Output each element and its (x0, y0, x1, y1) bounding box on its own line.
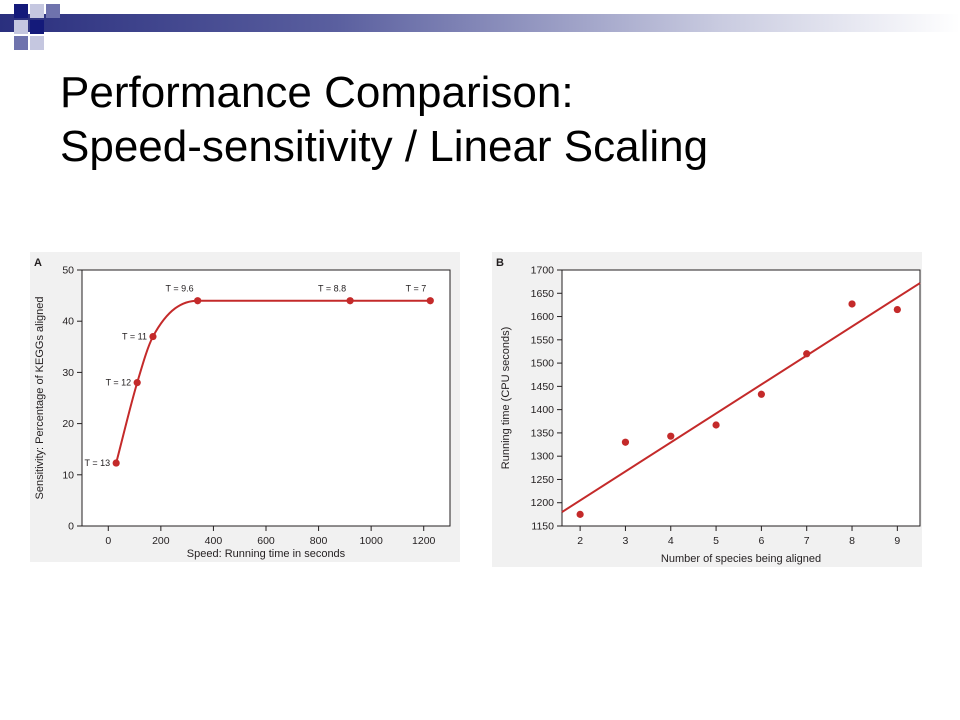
chart-b-x-tick-label: 6 (758, 535, 764, 547)
chart-a-y-tick-label: 10 (62, 469, 74, 481)
chart-b-point (848, 300, 856, 308)
chart-b-trend-line (561, 282, 921, 513)
slide-title: Performance Comparison: Speed-sensitivit… (60, 66, 920, 174)
chart-b-point (803, 350, 811, 358)
chart-b-y-tick-label: 1650 (531, 288, 555, 300)
chart-a-y-tick-label: 40 (62, 316, 74, 328)
chart-b-y-tick-label: 1500 (531, 358, 555, 370)
decor-square-5 (30, 20, 44, 34)
chart-b-y-tick-label: 1200 (531, 497, 555, 509)
chart-b-x-tick-label: 7 (804, 535, 810, 547)
chart-b-y-tick-label: 1550 (531, 334, 555, 346)
chart-b-point (712, 421, 720, 429)
chart-b-point (621, 438, 630, 446)
chart-a-point (346, 297, 354, 305)
slide-title-line-2: Speed-sensitivity / Linear Scaling (60, 122, 709, 171)
chart-a-points (112, 297, 434, 467)
chart-a-x-tick-label: 400 (205, 535, 223, 547)
chart-a-x-axis-title: Speed: Running time in seconds (187, 548, 346, 560)
chart-b-y-tick-label: 1150 (531, 521, 554, 533)
chart-b-point (893, 305, 901, 314)
decor-square-1 (14, 4, 28, 18)
chart-b-y-axis: 1150 1200 1250 1300 1350 1400 1450 1500 1550 1600… (531, 265, 562, 533)
chart-a-panel-letter: A (34, 257, 42, 269)
chart-a-annotation-label: T = 8.8 (318, 284, 346, 294)
chart-b-y-tick-label: 1600 (531, 311, 555, 323)
chart-a-point (133, 379, 141, 387)
chart-b-points (576, 300, 901, 518)
chart-b-y-tick-label: 1400 (531, 404, 555, 416)
decor-square-2 (30, 4, 44, 18)
chart-a-y-tick-label: 30 (62, 367, 74, 379)
chart-b-x-axis: 2 3 4 5 6 7 8 9 (577, 526, 900, 547)
chart-b-x-axis-title: Number of species being aligned (661, 553, 821, 565)
chart-a-annotation-label: T = 9.6 (166, 284, 194, 294)
chart-a-point (426, 297, 434, 305)
chart-a-plot-area (81, 269, 451, 527)
chart-b-point (576, 510, 584, 518)
chart-a-y-tick-label: 50 (62, 265, 74, 277)
chart-a-x-tick-label: 0 (105, 535, 111, 547)
chart-b-y-tick-label: 1350 (531, 427, 555, 439)
chart-b-x-tick-label: 2 (577, 535, 583, 547)
chart-a-x-tick-label: 200 (152, 535, 170, 547)
chart-b-y-axis-title: Running time (CPU seconds) (500, 327, 512, 469)
title-decoration-bar (0, 14, 960, 32)
chart-a-annotation-label: T = 7 (406, 284, 427, 294)
chart-b-x-tick-label: 8 (849, 535, 855, 547)
chart-b-runtime-vs-species: B 1150 1200 1250 1300 1350 1400 1450 1500 1550 16… (492, 252, 922, 567)
chart-a-point (112, 459, 120, 467)
chart-a-point (149, 332, 157, 341)
decor-square-4 (14, 20, 28, 34)
chart-a-x-tick-label: 1200 (412, 535, 436, 547)
chart-a-y-axis: 0 10 20 30 40 50 (62, 265, 82, 533)
chart-a-annotation-label: T = 12 (106, 378, 132, 388)
chart-a-x-axis: 0 200 400 600 800 1000 1200 (105, 526, 436, 547)
chart-b-y-tick-label: 1250 (531, 474, 555, 486)
slide-title-line-1: Performance Comparison: (60, 68, 574, 117)
chart-b-y-tick-label: 1450 (531, 381, 555, 393)
chart-b-x-tick-label: 4 (668, 535, 674, 547)
chart-b-point (757, 390, 765, 398)
decor-square-6 (14, 36, 28, 50)
chart-a-y-axis-title: Sensitivity: Percentage of KEGGs aligned (34, 297, 46, 500)
chart-a-y-tick-label: 0 (68, 521, 74, 533)
chart-b-y-tick-label: 1700 (531, 265, 555, 277)
chart-b-x-tick-label: 9 (894, 535, 900, 547)
decor-square-7 (30, 36, 44, 50)
chart-a-sensitivity-vs-speed: A 0 10 20 30 40 50 0 200 400 600 800 1000 1200 T = … (30, 252, 460, 562)
chart-a-x-tick-label: 600 (257, 535, 275, 547)
chart-b-point (667, 432, 675, 440)
chart-a-x-tick-label: 800 (310, 535, 328, 547)
chart-a-point (194, 297, 202, 305)
chart-b-panel-letter: B (496, 257, 504, 269)
chart-a-x-tick-label: 1000 (359, 535, 383, 547)
decor-square-3 (46, 4, 60, 18)
chart-b-x-tick-label: 3 (623, 535, 629, 547)
chart-a-annotation-label: T = 13 (85, 458, 111, 468)
chart-a-y-tick-label: 20 (62, 418, 74, 430)
chart-a-annotation-label: T = 11 (122, 332, 147, 342)
chart-b-y-tick-label: 1300 (531, 451, 555, 463)
chart-a-annotations: T = 13 T = 12 T = 11 T = 9.6 T = 8.8 T = 7 (85, 284, 427, 468)
chart-b-x-tick-label: 5 (713, 535, 719, 547)
